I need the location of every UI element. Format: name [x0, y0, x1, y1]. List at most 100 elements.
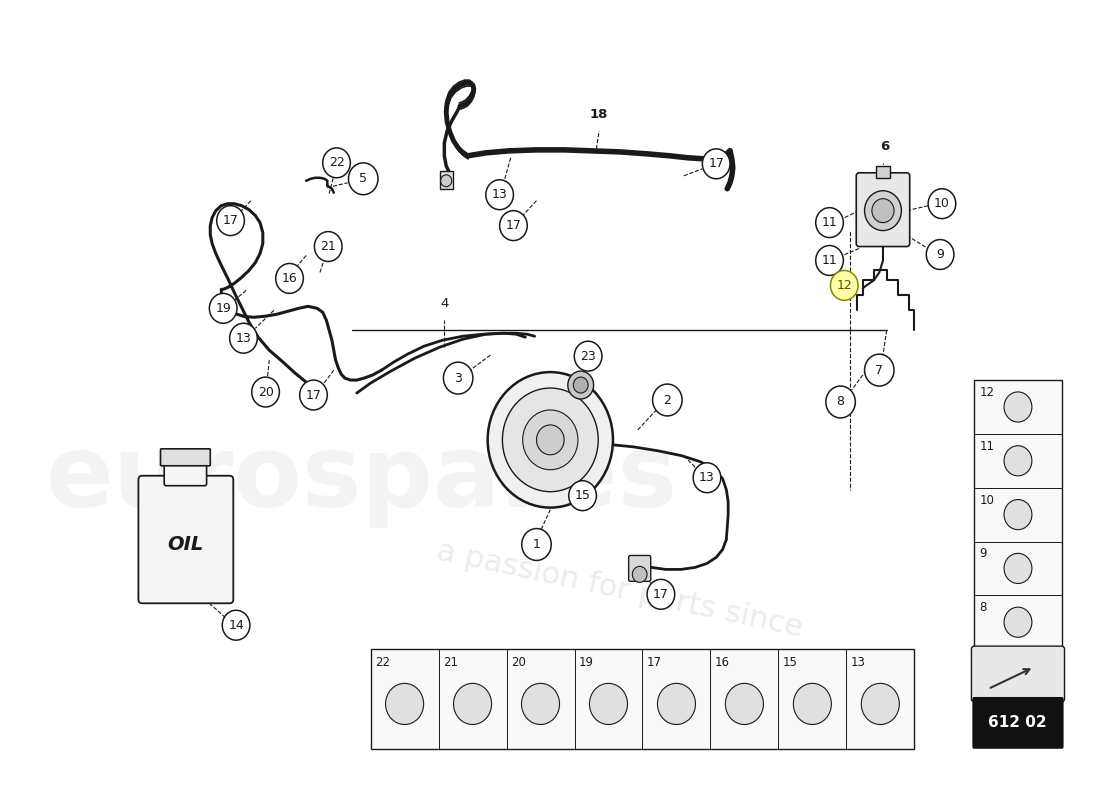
- Text: eurospares: eurospares: [45, 431, 678, 528]
- Text: 612 02: 612 02: [988, 715, 1047, 730]
- Circle shape: [725, 683, 763, 725]
- Text: 13: 13: [492, 188, 507, 202]
- Text: 21: 21: [320, 240, 337, 253]
- Circle shape: [521, 683, 560, 725]
- Circle shape: [865, 190, 901, 230]
- Circle shape: [816, 246, 844, 275]
- Circle shape: [230, 323, 257, 353]
- Bar: [975, 380, 1062, 649]
- Circle shape: [322, 148, 350, 178]
- Text: 12: 12: [980, 386, 994, 399]
- Text: 23: 23: [580, 350, 596, 362]
- Circle shape: [222, 610, 250, 640]
- Text: 8: 8: [980, 602, 987, 614]
- Text: 20: 20: [257, 386, 274, 398]
- Circle shape: [574, 342, 602, 371]
- Circle shape: [872, 198, 894, 222]
- Text: 5: 5: [360, 172, 367, 186]
- Text: 17: 17: [653, 588, 669, 601]
- Circle shape: [573, 377, 588, 393]
- Text: 1: 1: [532, 538, 540, 551]
- Text: 14: 14: [228, 618, 244, 632]
- Circle shape: [1004, 392, 1032, 422]
- Circle shape: [521, 529, 551, 561]
- Text: 17: 17: [708, 158, 724, 170]
- Circle shape: [217, 206, 244, 235]
- Text: 20: 20: [512, 656, 526, 669]
- Text: 9: 9: [936, 248, 944, 261]
- FancyBboxPatch shape: [212, 490, 231, 560]
- Text: 10: 10: [980, 494, 994, 506]
- Text: 10: 10: [934, 197, 950, 210]
- Text: 9: 9: [980, 547, 987, 561]
- Bar: [876, 166, 890, 178]
- Circle shape: [443, 362, 473, 394]
- Circle shape: [569, 481, 596, 510]
- FancyBboxPatch shape: [628, 555, 651, 582]
- Bar: [440, 170, 452, 189]
- Text: 22: 22: [375, 656, 390, 669]
- Text: 17: 17: [647, 656, 662, 669]
- Text: 17: 17: [222, 214, 239, 227]
- Circle shape: [826, 386, 856, 418]
- Circle shape: [816, 208, 844, 238]
- Text: 2: 2: [663, 394, 671, 406]
- Circle shape: [865, 354, 894, 386]
- Text: 13: 13: [235, 332, 251, 345]
- Circle shape: [1004, 446, 1032, 476]
- Circle shape: [693, 462, 720, 493]
- Text: 22: 22: [329, 156, 344, 170]
- Circle shape: [499, 210, 527, 241]
- Circle shape: [453, 683, 492, 725]
- Text: a passion for parts since: a passion for parts since: [433, 536, 805, 642]
- Circle shape: [315, 231, 342, 262]
- Text: 15: 15: [783, 656, 798, 669]
- Text: 12: 12: [836, 279, 852, 292]
- Circle shape: [1004, 499, 1032, 530]
- Circle shape: [926, 239, 954, 270]
- Text: 13: 13: [851, 656, 866, 669]
- Text: 17: 17: [506, 219, 521, 232]
- Text: 11: 11: [822, 216, 837, 229]
- FancyBboxPatch shape: [856, 173, 910, 246]
- FancyBboxPatch shape: [161, 449, 210, 466]
- Circle shape: [652, 384, 682, 416]
- Text: 18: 18: [590, 108, 608, 121]
- Circle shape: [522, 410, 578, 470]
- Text: 19: 19: [216, 302, 231, 315]
- Text: 15: 15: [574, 489, 591, 502]
- Text: 19: 19: [579, 656, 594, 669]
- Circle shape: [487, 372, 613, 508]
- Circle shape: [830, 270, 858, 300]
- Circle shape: [658, 683, 695, 725]
- Text: 16: 16: [282, 272, 297, 285]
- Circle shape: [703, 149, 730, 178]
- Circle shape: [928, 189, 956, 218]
- Circle shape: [590, 683, 627, 725]
- Text: 21: 21: [443, 656, 459, 669]
- Circle shape: [537, 425, 564, 455]
- Circle shape: [632, 566, 647, 582]
- Circle shape: [299, 380, 328, 410]
- Circle shape: [503, 388, 598, 492]
- Circle shape: [252, 377, 279, 407]
- Text: 11: 11: [822, 254, 837, 267]
- Text: 3: 3: [454, 371, 462, 385]
- Circle shape: [349, 163, 378, 194]
- Text: 11: 11: [980, 440, 994, 453]
- Text: OIL: OIL: [167, 535, 204, 554]
- Bar: [371, 649, 914, 749]
- Circle shape: [1004, 607, 1032, 638]
- Circle shape: [647, 579, 674, 610]
- Circle shape: [861, 683, 900, 725]
- Text: 17: 17: [306, 389, 321, 402]
- Circle shape: [209, 294, 236, 323]
- Circle shape: [386, 683, 424, 725]
- FancyBboxPatch shape: [972, 697, 1064, 749]
- Circle shape: [441, 174, 452, 186]
- Text: 8: 8: [837, 395, 845, 409]
- Text: 13: 13: [700, 471, 715, 484]
- Circle shape: [793, 683, 832, 725]
- FancyBboxPatch shape: [139, 476, 233, 603]
- Text: 7: 7: [876, 364, 883, 377]
